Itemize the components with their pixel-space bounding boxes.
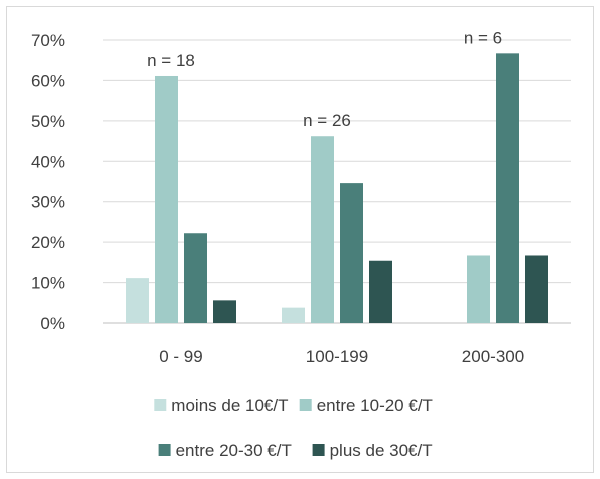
x-tick-label: 100-199 [306, 347, 368, 366]
bars [126, 53, 548, 323]
legend-swatch [299, 399, 312, 411]
legend-swatch [154, 399, 167, 411]
bar-3 [184, 233, 207, 323]
bar-1 [126, 278, 149, 323]
gridlines [103, 39, 571, 324]
legend-swatch [158, 444, 171, 456]
y-axis: 0% 10% 20% 30% 40% 50% 60% 70% [31, 31, 65, 333]
annotations: n = 18 n = 26 n = 6 [147, 28, 502, 130]
bar-4 [525, 255, 548, 323]
sample-size-annotation: n = 6 [464, 28, 502, 47]
bar-3 [340, 183, 363, 323]
y-tick-label: 20% [31, 233, 65, 252]
bar-1 [282, 307, 305, 323]
sample-size-annotation: n = 18 [147, 51, 195, 70]
legend-label: entre 20-30 €/T [176, 441, 292, 460]
legend-label: plus de 30€/T [330, 441, 433, 460]
bar-4 [369, 260, 392, 323]
legend-label: moins de 10€/T [171, 396, 288, 415]
bar-2 [311, 136, 334, 323]
x-tick-label: 0 - 99 [159, 347, 202, 366]
x-tick-label: 200-300 [462, 347, 524, 366]
y-tick-label: 30% [31, 193, 65, 212]
chart-frame [6, 6, 594, 473]
y-tick-label: 10% [31, 274, 65, 293]
x-axis: 0 - 99 100-199 200-300 [159, 347, 524, 366]
bar-3 [496, 53, 519, 323]
legend: moins de 10€/T entre 10-20 €/T entre 20-30… [154, 396, 433, 460]
y-tick-label: 0% [40, 314, 65, 333]
bar-4 [213, 300, 236, 323]
bar-2 [467, 255, 490, 323]
y-tick-label: 70% [31, 31, 65, 50]
y-tick-label: 40% [31, 152, 65, 171]
legend-swatch [312, 444, 325, 456]
bar-2 [155, 75, 178, 323]
legend-label: entre 10-20 €/T [317, 396, 433, 415]
sample-size-annotation: n = 26 [303, 111, 351, 130]
y-tick-label: 60% [31, 71, 65, 90]
y-tick-label: 50% [31, 112, 65, 131]
